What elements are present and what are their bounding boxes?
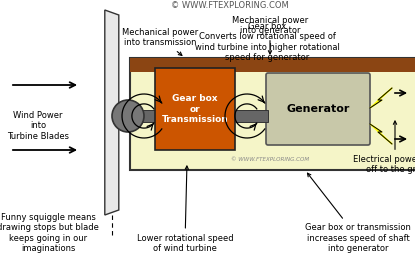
Circle shape: [112, 100, 144, 132]
Bar: [130, 58, 415, 72]
Polygon shape: [370, 124, 392, 144]
Text: Gear box
or
Transmission: Gear box or Transmission: [161, 94, 228, 124]
Bar: [122, 110, 155, 122]
Text: Gear box
Converts low rotational speed of
wind turbine into higher rotational
sp: Gear box Converts low rotational speed o…: [195, 22, 339, 62]
Bar: [155, 68, 235, 150]
Text: Generator: Generator: [286, 104, 350, 114]
Bar: [235, 110, 268, 122]
Polygon shape: [370, 88, 392, 108]
Text: Mechanical power
into generator: Mechanical power into generator: [232, 16, 308, 54]
Text: © WWW.FTEXPLORING.COM: © WWW.FTEXPLORING.COM: [231, 157, 309, 162]
Text: Wind Power
into
Turbine Blades: Wind Power into Turbine Blades: [7, 111, 69, 141]
Bar: [130, 58, 415, 170]
Text: Lower rotational speed
of wind turbine: Lower rotational speed of wind turbine: [137, 166, 233, 253]
Text: Funny squiggle means
drawing stops but blade
keeps going in our
imaginations: Funny squiggle means drawing stops but b…: [0, 213, 99, 253]
Text: Mechanical power
into transmission: Mechanical power into transmission: [122, 28, 198, 55]
Text: © WWW.FTEXPLORING.COM: © WWW.FTEXPLORING.COM: [171, 1, 289, 10]
Text: Gear box or transmission
increases speed of shaft
into generator: Gear box or transmission increases speed…: [305, 173, 411, 253]
FancyBboxPatch shape: [266, 73, 370, 145]
Polygon shape: [105, 10, 119, 215]
Text: Electrical power out
off to the grid: Electrical power out off to the grid: [353, 121, 415, 174]
